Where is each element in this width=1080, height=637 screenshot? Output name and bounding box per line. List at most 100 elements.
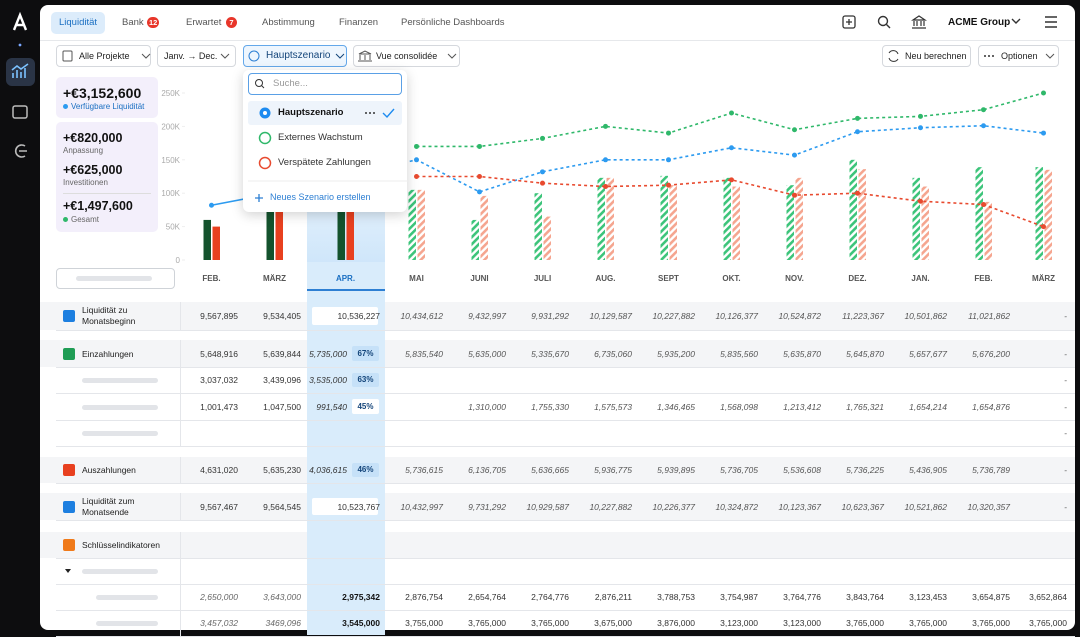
action[interactable]: Optionen — [978, 45, 1059, 67]
search-icon[interactable] — [877, 15, 889, 27]
tab-badge: 12 — [147, 17, 160, 28]
point — [209, 202, 214, 208]
line — [416, 92, 1044, 148]
search-handle — [261, 85, 265, 89]
divider — [63, 193, 151, 194]
bar — [786, 185, 794, 260]
tab-badge: 7 — [226, 17, 237, 28]
bar — [795, 177, 803, 260]
bank-icon[interactable] — [911, 15, 927, 29]
bar — [858, 169, 866, 260]
bar — [1044, 169, 1052, 260]
create-scenario[interactable]: Neues Szenario erstellen — [270, 192, 371, 202]
point — [540, 135, 545, 141]
point — [918, 125, 923, 131]
action[interactable]: Neu berechnen — [882, 45, 971, 67]
filter[interactable]: Hauptszenario — [243, 45, 347, 67]
bar — [212, 226, 220, 260]
radio-dot — [263, 111, 267, 115]
bar — [669, 185, 677, 260]
point — [477, 189, 482, 195]
kpi-card — [56, 122, 158, 232]
tab[interactable]: Finanzen — [339, 17, 379, 28]
kpi-label: Verfügbare Liquidität — [71, 102, 145, 111]
point — [729, 145, 734, 151]
bar — [266, 196, 274, 260]
point — [540, 169, 545, 175]
tab[interactable]: Liquidität — [51, 12, 106, 34]
filter[interactable]: Janv. → Dec. — [157, 45, 236, 67]
bar — [337, 206, 345, 260]
add-icon-plus — [846, 19, 852, 25]
point — [666, 182, 671, 188]
radio — [258, 131, 272, 145]
y-tick-label: 100K — [161, 189, 180, 198]
point — [603, 157, 608, 163]
point — [1041, 130, 1046, 136]
chevron — [335, 53, 345, 59]
plug-icon[interactable] — [14, 144, 27, 158]
filter[interactable]: Vue consolidée — [353, 45, 460, 67]
scenario-option[interactable]: Verspätete Zahlungen — [278, 157, 371, 168]
dot — [992, 55, 994, 57]
chevron — [447, 53, 457, 59]
filter[interactable]: Alle Projekte — [56, 45, 151, 67]
scenario-option[interactable]: Externes Wachstum — [278, 132, 363, 143]
point — [855, 129, 860, 135]
chevron — [141, 53, 151, 59]
point — [414, 174, 419, 179]
company[interactable]: ACME Group — [948, 17, 1011, 28]
sidebar — [6, 11, 35, 158]
tab[interactable]: Erwartet — [186, 17, 222, 28]
tab[interactable]: Abstimmung — [262, 17, 315, 28]
point — [918, 113, 923, 119]
bar — [534, 193, 542, 260]
dot — [373, 112, 375, 114]
bar — [849, 159, 857, 260]
line — [345, 124, 1044, 193]
point — [666, 157, 671, 163]
y-tick-label: 200K — [161, 122, 180, 131]
point — [603, 184, 608, 190]
bar — [471, 219, 479, 260]
dot — [63, 217, 68, 222]
y-tick-label: 250K — [161, 89, 180, 98]
option-highlight — [248, 101, 402, 125]
icon — [248, 50, 260, 62]
point — [792, 127, 797, 133]
point — [981, 123, 986, 129]
kpi-value: +€820,000 — [63, 131, 123, 145]
scenario-option[interactable]: Hauptszenario — [278, 107, 344, 118]
y-tick-label: 50K — [166, 223, 181, 232]
point — [1041, 224, 1046, 230]
bar — [408, 189, 416, 260]
bar — [417, 189, 425, 260]
search-input[interactable]: Suche... — [248, 73, 402, 95]
bar — [543, 216, 551, 260]
point — [477, 174, 482, 179]
point — [792, 152, 797, 158]
add-icon[interactable] — [842, 15, 856, 29]
chevron — [1045, 53, 1055, 59]
chevron[interactable] — [1011, 18, 1021, 24]
menu-icon[interactable] — [1045, 16, 1057, 28]
tab[interactable]: Bank — [122, 17, 144, 28]
bar — [912, 177, 920, 260]
search-icon — [255, 79, 263, 87]
dot — [365, 112, 367, 114]
header-icons — [842, 15, 1057, 29]
point — [540, 180, 545, 186]
bar — [921, 186, 929, 260]
bar — [203, 219, 211, 260]
wallet-icon[interactable] — [12, 105, 28, 119]
point — [729, 110, 734, 116]
bar — [606, 177, 614, 260]
point — [981, 202, 986, 208]
chart: 0 50K 100K 150K 200K 250K — [161, 72, 1052, 265]
tab[interactable]: Persönliche Dashboards — [401, 17, 505, 28]
bar — [275, 196, 283, 260]
point — [792, 192, 797, 198]
kpi-label: Anpassung — [63, 146, 104, 155]
bar — [480, 195, 488, 260]
